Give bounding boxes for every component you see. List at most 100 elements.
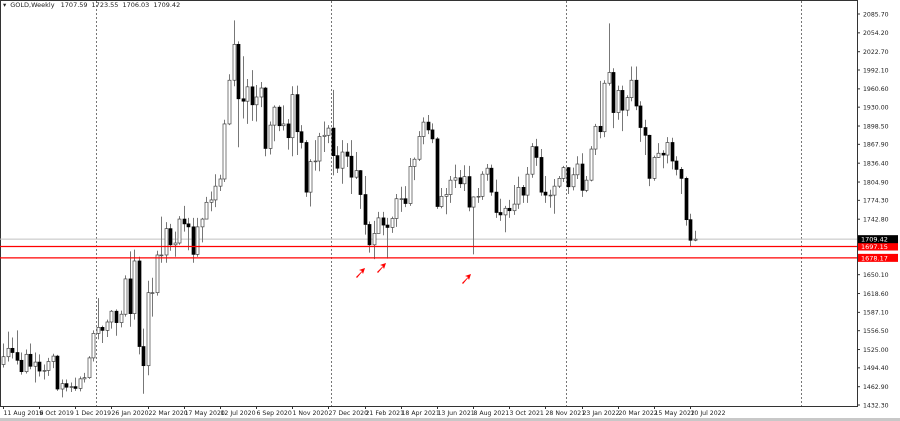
support-price-label: 1678.17 xyxy=(861,254,888,262)
candle-body xyxy=(358,170,363,195)
candle-body xyxy=(354,170,359,178)
candle-body xyxy=(458,177,463,185)
candle xyxy=(593,123,598,156)
candle-body xyxy=(480,173,485,197)
candle xyxy=(141,328,146,394)
candle-body xyxy=(616,90,621,113)
candle-body xyxy=(372,233,377,246)
candle-body xyxy=(263,87,268,149)
candle-body xyxy=(620,90,625,111)
candle-body xyxy=(593,125,598,150)
candle-body xyxy=(498,212,503,216)
candle-body xyxy=(552,185,557,196)
candle xyxy=(123,275,128,317)
candle xyxy=(322,121,327,153)
chart-tab-bar[interactable] xyxy=(0,418,900,421)
candle-body xyxy=(430,129,435,140)
y-tick-label: 1742.80 xyxy=(863,216,889,223)
candle-body xyxy=(295,94,300,133)
candle xyxy=(78,376,83,392)
candle xyxy=(326,125,331,144)
candle-body xyxy=(232,43,237,81)
candle xyxy=(584,175,589,193)
symbol-menu-icon[interactable]: ▾ xyxy=(3,1,7,9)
candle-body xyxy=(426,121,431,131)
candle xyxy=(42,364,47,380)
candle-body xyxy=(150,292,155,294)
candle xyxy=(227,74,232,126)
candle xyxy=(55,354,60,391)
candle-body xyxy=(213,185,218,201)
candle xyxy=(363,175,368,235)
candle-body xyxy=(33,361,38,367)
candle xyxy=(530,143,535,178)
candle xyxy=(299,125,304,149)
candle-body xyxy=(272,106,277,126)
candle-body xyxy=(286,123,291,139)
candle-body xyxy=(132,260,137,314)
candle xyxy=(376,211,381,234)
y-tick-label: 1587.10 xyxy=(863,310,889,317)
candle-body xyxy=(688,219,693,241)
x-tick-label: 20 Mar 2022 xyxy=(619,410,658,417)
candle-body xyxy=(204,201,209,220)
candle-body xyxy=(665,142,670,156)
candle xyxy=(480,171,485,200)
candle xyxy=(430,123,435,144)
candle-body xyxy=(1,356,6,365)
candle xyxy=(286,119,291,150)
y-tick-label: 1494.40 xyxy=(863,365,889,372)
candle-body xyxy=(476,195,481,198)
candle-body xyxy=(525,173,530,196)
candle-body xyxy=(227,79,232,125)
candle-body xyxy=(543,191,548,196)
candle-body xyxy=(15,352,20,361)
candle-body xyxy=(335,155,340,169)
x-tick-label: 21 Feb 2021 xyxy=(366,410,405,417)
candle-body xyxy=(494,191,499,213)
y-tick-label: 1462.90 xyxy=(863,384,889,391)
candle-body xyxy=(363,194,368,225)
candle-body xyxy=(114,310,119,323)
candle xyxy=(566,167,571,194)
candle-body xyxy=(322,134,327,137)
candle xyxy=(453,164,458,188)
candle-body xyxy=(42,370,47,372)
y-tick-label: 1898.50 xyxy=(863,123,889,130)
candle-body xyxy=(444,194,449,197)
candle xyxy=(598,80,603,139)
candle-body xyxy=(367,224,372,246)
candle xyxy=(661,150,666,169)
candle xyxy=(177,216,182,245)
candle xyxy=(634,66,639,111)
candle xyxy=(308,159,313,207)
candle-body xyxy=(64,383,69,388)
candle-body xyxy=(24,353,29,373)
candle-body xyxy=(123,278,128,315)
candle-body xyxy=(69,386,74,388)
candle-body xyxy=(566,167,571,188)
candle xyxy=(534,138,539,166)
candle xyxy=(616,85,621,120)
y-tick-label: 1804.90 xyxy=(863,179,889,186)
candle-body xyxy=(408,166,413,204)
y-tick-label: 1867.90 xyxy=(863,142,889,149)
candle-body xyxy=(349,155,354,178)
candle xyxy=(313,140,318,171)
candle-body xyxy=(96,327,101,334)
candle xyxy=(272,105,277,142)
candle xyxy=(684,176,689,226)
candle xyxy=(15,330,20,365)
candle xyxy=(222,119,227,182)
candle-body xyxy=(195,226,200,255)
x-tick-label: 12 Jul 2020 xyxy=(221,410,256,417)
candle-body xyxy=(290,94,295,139)
candle xyxy=(164,222,169,263)
candle-body xyxy=(299,131,304,143)
candle xyxy=(19,352,24,375)
candle xyxy=(96,298,101,340)
candle-body xyxy=(164,228,169,256)
candle xyxy=(209,191,214,212)
support-price-tag xyxy=(858,253,898,262)
